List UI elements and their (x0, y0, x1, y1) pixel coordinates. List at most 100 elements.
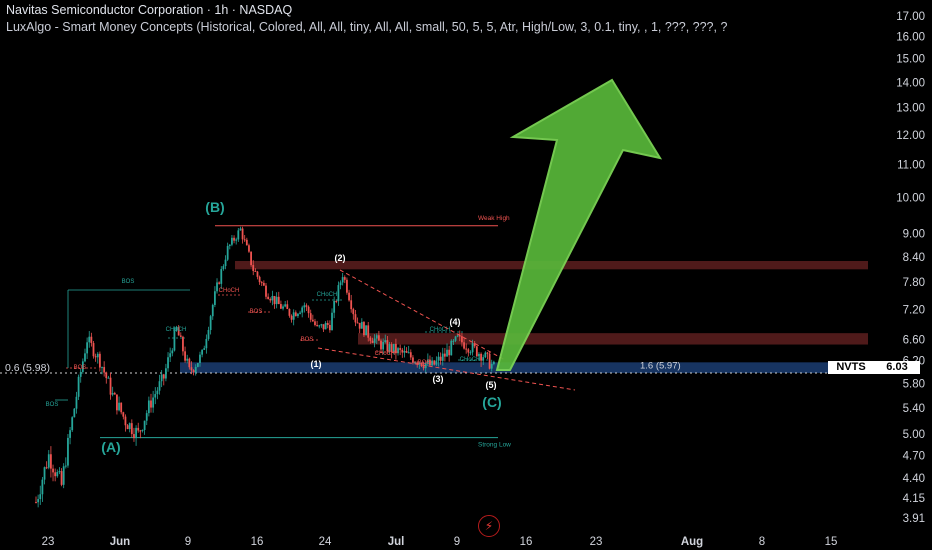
candle (88, 336, 91, 343)
candle (98, 353, 101, 368)
wave-label: (B) (205, 199, 224, 215)
structure-label: BOS (74, 365, 87, 371)
candle (169, 353, 172, 358)
candle (403, 350, 406, 353)
candle (371, 340, 374, 343)
candle (47, 454, 50, 468)
candle (395, 343, 397, 354)
fib-left-label: 0.6 (5.98) (5, 362, 50, 374)
candle (446, 349, 448, 357)
candle (292, 312, 295, 320)
candle (237, 230, 240, 240)
last-price-label: 6.03 (874, 361, 920, 374)
price-tick: 3.91 (903, 513, 925, 525)
candle (222, 266, 225, 270)
candle (335, 300, 338, 302)
candle (45, 467, 48, 469)
candle (486, 352, 489, 354)
candle (209, 316, 212, 331)
candle (190, 367, 193, 371)
candle (277, 296, 280, 305)
candle (218, 282, 221, 284)
candle (216, 282, 218, 292)
price-tick: 7.20 (903, 305, 925, 317)
indicator-legend[interactable]: LuxAlgo - Smart Money Concepts (Historic… (6, 20, 728, 34)
trendline-lower (317, 347, 576, 391)
candle (358, 322, 361, 329)
price-tick: 10.00 (896, 192, 925, 204)
candle (165, 368, 167, 379)
candle (407, 352, 410, 354)
candle (297, 313, 299, 317)
time-tick: 9 (185, 536, 191, 548)
candle (382, 342, 385, 350)
candle (243, 239, 246, 241)
candle (307, 306, 310, 314)
candle (341, 277, 344, 283)
candle (171, 350, 174, 354)
candle (226, 245, 229, 260)
candle (133, 434, 135, 439)
candle (109, 377, 112, 395)
candle (475, 346, 478, 357)
candle (58, 471, 61, 473)
time-tick: 15 (825, 536, 838, 548)
candle (54, 472, 57, 477)
candle (56, 472, 59, 477)
candle (220, 269, 223, 284)
time-tick: Jun (110, 536, 130, 548)
projection-arrow-shape (495, 78, 663, 371)
candle (346, 279, 348, 293)
structure-label: CHoCH (219, 288, 240, 294)
candle (111, 393, 114, 395)
structure-label: CHoCH (166, 327, 187, 333)
candle (258, 276, 261, 283)
candle (309, 313, 312, 320)
structure-label: BOS (122, 279, 135, 285)
chart-header: Navitas Semiconductor Corporation · 1h ·… (6, 2, 727, 36)
price-tick: 4.40 (903, 473, 925, 485)
candle (311, 319, 314, 322)
candle (77, 376, 80, 397)
price-tick: 4.70 (903, 450, 925, 462)
structure-label: BOS (250, 309, 263, 315)
candle (454, 336, 457, 341)
candle (120, 402, 123, 413)
candle (245, 239, 248, 246)
time-tick: Aug (681, 536, 703, 548)
candle (463, 342, 465, 349)
candle (280, 304, 282, 309)
candle (290, 315, 293, 320)
candle (96, 353, 99, 358)
candle (301, 307, 304, 313)
wave-label: (4) (450, 317, 461, 327)
candle (426, 359, 429, 364)
candle (233, 237, 235, 241)
candle (107, 377, 110, 379)
candle (377, 335, 380, 341)
candle (145, 413, 148, 421)
candle (186, 358, 189, 361)
candle (416, 362, 419, 365)
candle (86, 342, 89, 354)
fib-right-label: 1.6 (5.97) (640, 360, 681, 371)
candle (348, 292, 350, 301)
time-tick: 16 (251, 536, 264, 548)
candle (484, 352, 487, 358)
candle (194, 366, 197, 373)
tradingview-icon[interactable]: ⚡ (478, 515, 500, 537)
wave-label: (3) (433, 374, 444, 384)
candle (273, 295, 276, 305)
projection-arrow (495, 78, 663, 371)
wave-label: (C) (482, 394, 501, 410)
chart-title: Navitas Semiconductor Corporation · 1h ·… (6, 3, 293, 17)
candle (429, 359, 431, 366)
candle (352, 309, 355, 315)
candle (448, 349, 451, 356)
candle (156, 390, 159, 395)
candle (43, 467, 46, 480)
candle (390, 344, 393, 353)
candle (152, 397, 155, 408)
candle (41, 479, 44, 495)
